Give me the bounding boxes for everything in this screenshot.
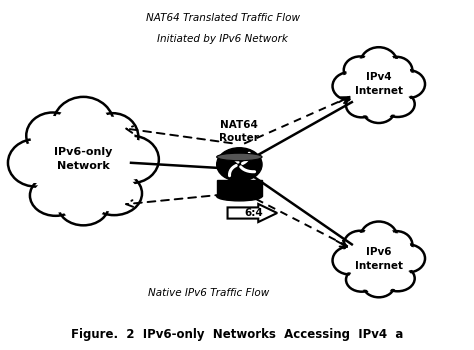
Ellipse shape [347,59,410,113]
Ellipse shape [391,244,425,272]
Ellipse shape [333,246,367,274]
Bar [217,180,262,196]
Ellipse shape [26,112,79,159]
Ellipse shape [12,142,59,183]
Ellipse shape [383,93,412,115]
Ellipse shape [363,50,395,78]
Ellipse shape [217,153,262,161]
Ellipse shape [87,113,138,161]
Ellipse shape [381,57,412,85]
Ellipse shape [333,72,367,100]
Ellipse shape [381,266,415,291]
Ellipse shape [344,231,376,258]
Ellipse shape [356,237,402,284]
Ellipse shape [344,56,376,84]
Ellipse shape [383,267,412,289]
Ellipse shape [365,101,392,121]
Circle shape [217,148,262,181]
Ellipse shape [381,231,412,259]
Ellipse shape [381,91,415,117]
Ellipse shape [91,175,138,212]
Ellipse shape [346,233,374,256]
Ellipse shape [356,63,402,109]
Ellipse shape [347,233,410,288]
Ellipse shape [346,58,374,82]
Ellipse shape [335,248,364,272]
Text: Figure.  2  IPv6-only  Networks  Accessing  IPv4  a: Figure. 2 IPv6-only Networks Accessing I… [71,328,403,341]
Text: NAT64 Translated Traffic Flow: NAT64 Translated Traffic Flow [146,13,300,23]
Ellipse shape [46,123,121,202]
Ellipse shape [30,116,75,155]
Text: Initiated by IPv6 Network: Initiated by IPv6 Network [157,34,288,44]
Ellipse shape [393,246,422,270]
Ellipse shape [30,175,81,216]
Ellipse shape [53,97,114,154]
Ellipse shape [34,178,77,213]
Text: Native IPv6 Traffic Flow: Native IPv6 Traffic Flow [148,288,269,298]
Ellipse shape [363,99,394,123]
Ellipse shape [8,139,64,187]
Text: IPv6-only
Network: IPv6-only Network [54,147,113,171]
Ellipse shape [91,117,135,157]
Ellipse shape [383,59,410,83]
Ellipse shape [346,268,377,292]
Ellipse shape [57,101,109,150]
Text: IPv6
Internet: IPv6 Internet [355,247,403,271]
Ellipse shape [348,95,375,116]
Ellipse shape [363,224,395,253]
Ellipse shape [348,270,375,290]
Ellipse shape [365,275,392,295]
Ellipse shape [217,192,262,201]
Ellipse shape [62,188,105,222]
Text: 6:4: 6:4 [244,208,263,218]
Ellipse shape [360,222,398,255]
Ellipse shape [103,135,159,183]
Ellipse shape [335,74,364,98]
Text: NAT64
Router: NAT64 Router [219,120,259,142]
Ellipse shape [86,172,142,215]
Ellipse shape [393,72,422,96]
FancyArrow shape [228,204,277,222]
Text: IPv4
Internet: IPv4 Internet [355,72,403,96]
Ellipse shape [383,233,410,257]
Ellipse shape [363,273,394,297]
Ellipse shape [360,47,398,81]
Ellipse shape [391,70,425,98]
Ellipse shape [32,117,135,209]
Ellipse shape [346,93,377,117]
Ellipse shape [58,184,109,225]
Ellipse shape [107,139,155,180]
